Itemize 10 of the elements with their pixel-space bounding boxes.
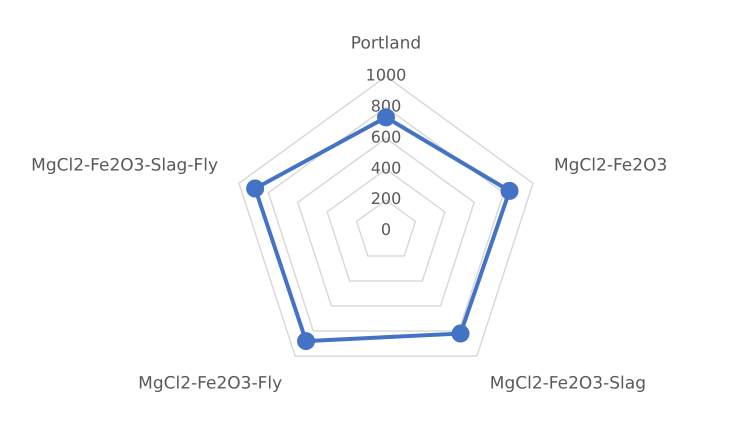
y-tick-label: 400 (370, 158, 402, 178)
y-tick-label: 200 (370, 189, 402, 208)
spoke-label: MgCl2-Fe2O3-Slag-Fly (31, 156, 218, 176)
y-tick-label: 1000 (366, 66, 406, 85)
spoke-label: Portland (350, 34, 422, 54)
spoke-label: MgCl2-Fe2O3-Slag (490, 373, 646, 394)
spoke-label: MgCl2-Fe2O3 (554, 156, 668, 176)
y-tick-label: 0 (380, 220, 392, 240)
spoke-label: MgCl2-Fe2O3-Fly (138, 373, 282, 394)
y-tick-label: 600 (370, 127, 402, 146)
